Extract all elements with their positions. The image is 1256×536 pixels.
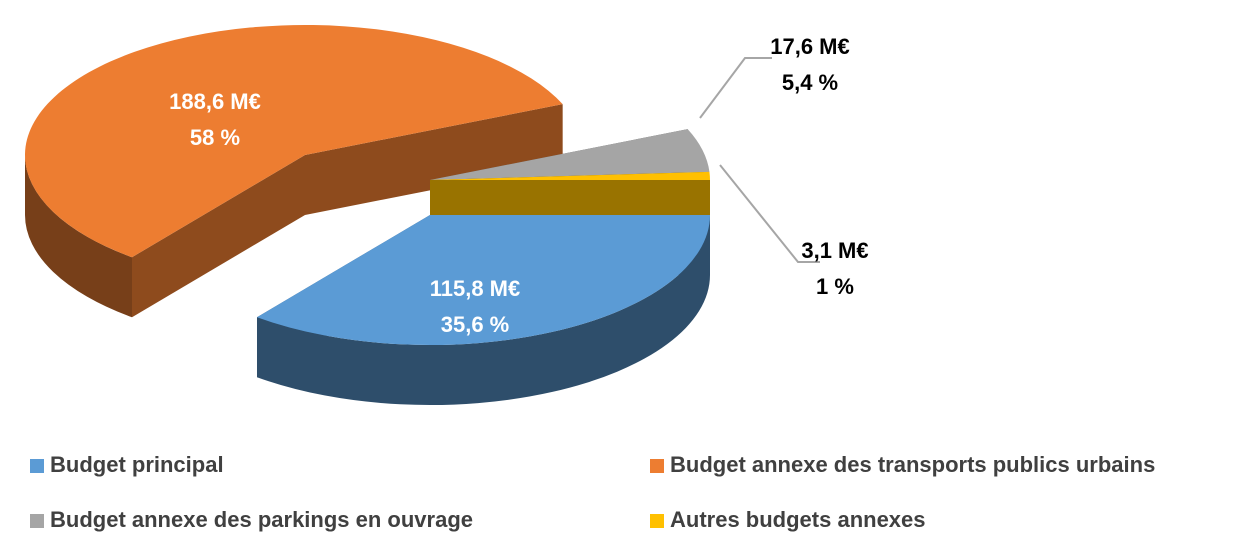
amount-label: 188,6 M€ <box>169 89 261 114</box>
leader-line <box>699 57 772 119</box>
value-label: 5,4 % <box>782 70 838 95</box>
legend-swatch <box>650 459 664 473</box>
slice <box>25 24 563 258</box>
value-label: 35,6 % <box>441 312 510 337</box>
legend-swatch <box>30 514 44 528</box>
legend-label: Budget annexe des parkings en ouvrage <box>50 507 473 532</box>
amount-label: 17,6 M€ <box>770 34 850 59</box>
slice-side <box>131 155 305 318</box>
value-label: 1 % <box>816 274 854 299</box>
leader-line <box>719 164 820 263</box>
slice <box>430 129 710 180</box>
amount-label: 115,8 M€ <box>430 276 521 301</box>
legend-swatch <box>30 459 44 473</box>
slice-side <box>305 104 563 215</box>
legend-label: Autres budgets annexes <box>670 507 926 532</box>
slice <box>256 215 710 346</box>
legend-swatch <box>650 514 664 528</box>
amount-label: 3,1 M€ <box>801 238 868 263</box>
slice <box>430 171 710 180</box>
slice-wall <box>25 155 132 318</box>
legend-label: Budget principal <box>50 452 224 477</box>
slice-wall <box>256 215 710 405</box>
value-label: 58 % <box>190 125 240 150</box>
legend-label: Budget annexe des transports publics urb… <box>670 452 1155 477</box>
